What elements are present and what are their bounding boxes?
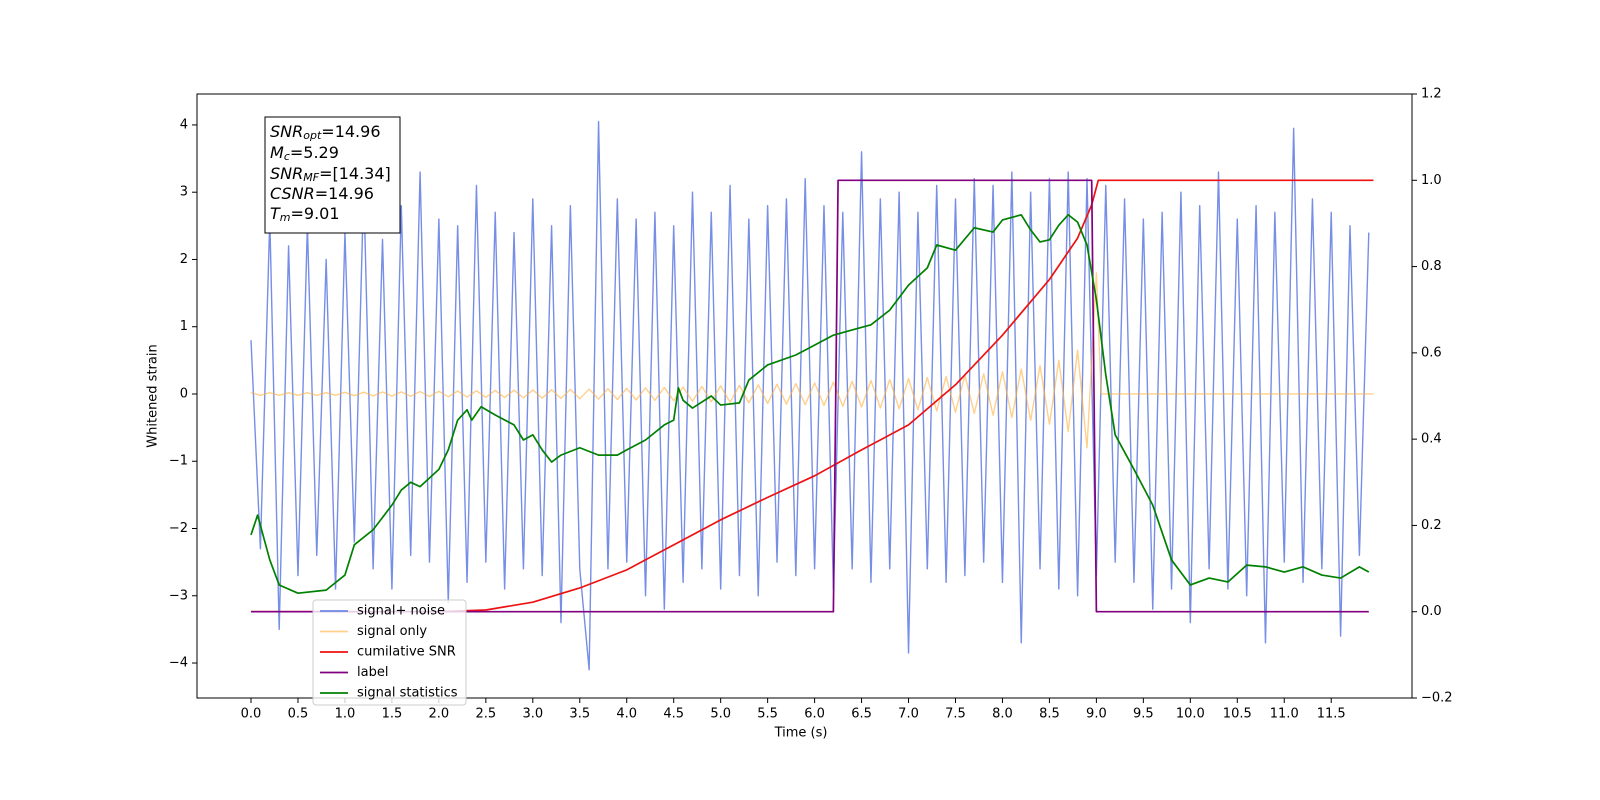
y2-tick-label: 1.2: [1421, 87, 1442, 102]
y-tick-label: 3: [180, 185, 188, 200]
annotation-line: CSNR=14.96: [270, 184, 374, 203]
annotation-line: SNRopt=14.96: [270, 122, 381, 143]
x-tick-label: 0.5: [288, 707, 309, 722]
series-line: [251, 179, 1374, 613]
annotation-line: SNRMF=[14.34]: [270, 164, 391, 185]
x-tick-label: 2.5: [475, 707, 496, 722]
annotation-text: =9.01: [291, 204, 340, 223]
plot-area: [250, 120, 1374, 671]
y2-tick-label: 0.0: [1421, 604, 1442, 619]
y-tick-label: −4: [169, 656, 188, 671]
y-axis-label: Whitened strain: [146, 344, 161, 447]
y2-tick-label: −0.2: [1421, 691, 1453, 706]
x-tick-label: 1.0: [335, 707, 356, 722]
legend-label: signal only: [357, 624, 427, 639]
axes-frame: [196, 93, 1413, 699]
annotation-sub: m: [280, 211, 291, 224]
x-tick-label: 11.5: [1317, 707, 1346, 722]
series-line: [250, 272, 1374, 449]
legend-label: signal statistics: [357, 686, 458, 701]
y-tick-label: 1: [180, 319, 188, 334]
y2-tick-label: 1.0: [1421, 173, 1442, 188]
y-tick-label: −3: [169, 588, 188, 603]
y-tick-label: 4: [180, 117, 188, 132]
x-tick-label: 10.0: [1176, 707, 1205, 722]
x-tick-label: 9.5: [1133, 707, 1154, 722]
x-tick-label: 8.5: [1039, 707, 1060, 722]
x-tick-label: 3.0: [522, 707, 543, 722]
y2-tick-label: 0.4: [1421, 432, 1442, 447]
annotation-sub: opt: [303, 129, 322, 142]
annotation-text: =[14.34]: [319, 164, 391, 183]
x-tick-label: 9.0: [1086, 707, 1107, 722]
x-tick-label: 6.0: [804, 707, 825, 722]
x-tick-label: 3.5: [569, 707, 590, 722]
annotation-text: =14.96: [315, 184, 374, 203]
annotation-text: =5.29: [290, 143, 339, 162]
annotation-sub: MF: [303, 171, 319, 184]
series-line: [250, 120, 1370, 671]
y-tick-label: 2: [180, 252, 188, 267]
annotation-line: Tm=9.01: [270, 204, 340, 225]
x-axis-label: Time (s): [774, 726, 828, 741]
x-tick-label: 8.0: [992, 707, 1013, 722]
x-tick-label: 1.5: [382, 707, 403, 722]
legend-label: signal+ noise: [357, 604, 445, 619]
x-tick-label: 4.0: [616, 707, 637, 722]
y2-tick-label: 0.2: [1421, 518, 1442, 533]
x-tick-label: 10.5: [1223, 707, 1252, 722]
annotation-symbol: T: [270, 204, 281, 223]
x-tick-label: 7.0: [898, 707, 919, 722]
annotation-sub: c: [284, 150, 290, 163]
legend-box: [312, 599, 467, 706]
series-line: [250, 213, 1370, 595]
x-tick-label: 2.0: [429, 707, 450, 722]
y-tick-label: −2: [169, 521, 188, 536]
annotation-text: =14.96: [321, 122, 380, 141]
x-tick-label: 0.0: [241, 707, 262, 722]
x-tick-label: 11.0: [1270, 707, 1299, 722]
annotation-line: Mc=5.29: [270, 143, 339, 164]
x-tick-label: 5.5: [757, 707, 778, 722]
annotation-symbol: CSNR: [270, 184, 315, 203]
y2-tick-label: 0.8: [1421, 259, 1442, 274]
y-tick-label: 0: [180, 386, 188, 401]
y-tick-label: −1: [169, 454, 188, 469]
x-tick-label: 4.5: [663, 707, 684, 722]
legend-label: cumilative SNR: [357, 645, 456, 660]
x-tick-label: 6.5: [851, 707, 872, 722]
series-line: [251, 179, 1369, 613]
annotation-symbol: M: [270, 143, 284, 162]
x-tick-label: 5.0: [710, 707, 731, 722]
x-tick-label: 7.5: [945, 707, 966, 722]
y2-tick-label: 0.6: [1421, 345, 1442, 360]
annotation-box: [264, 116, 401, 234]
legend-label: label: [357, 665, 388, 680]
annotation-symbol: SNR: [270, 164, 303, 183]
annotation-symbol: SNR: [270, 122, 303, 141]
